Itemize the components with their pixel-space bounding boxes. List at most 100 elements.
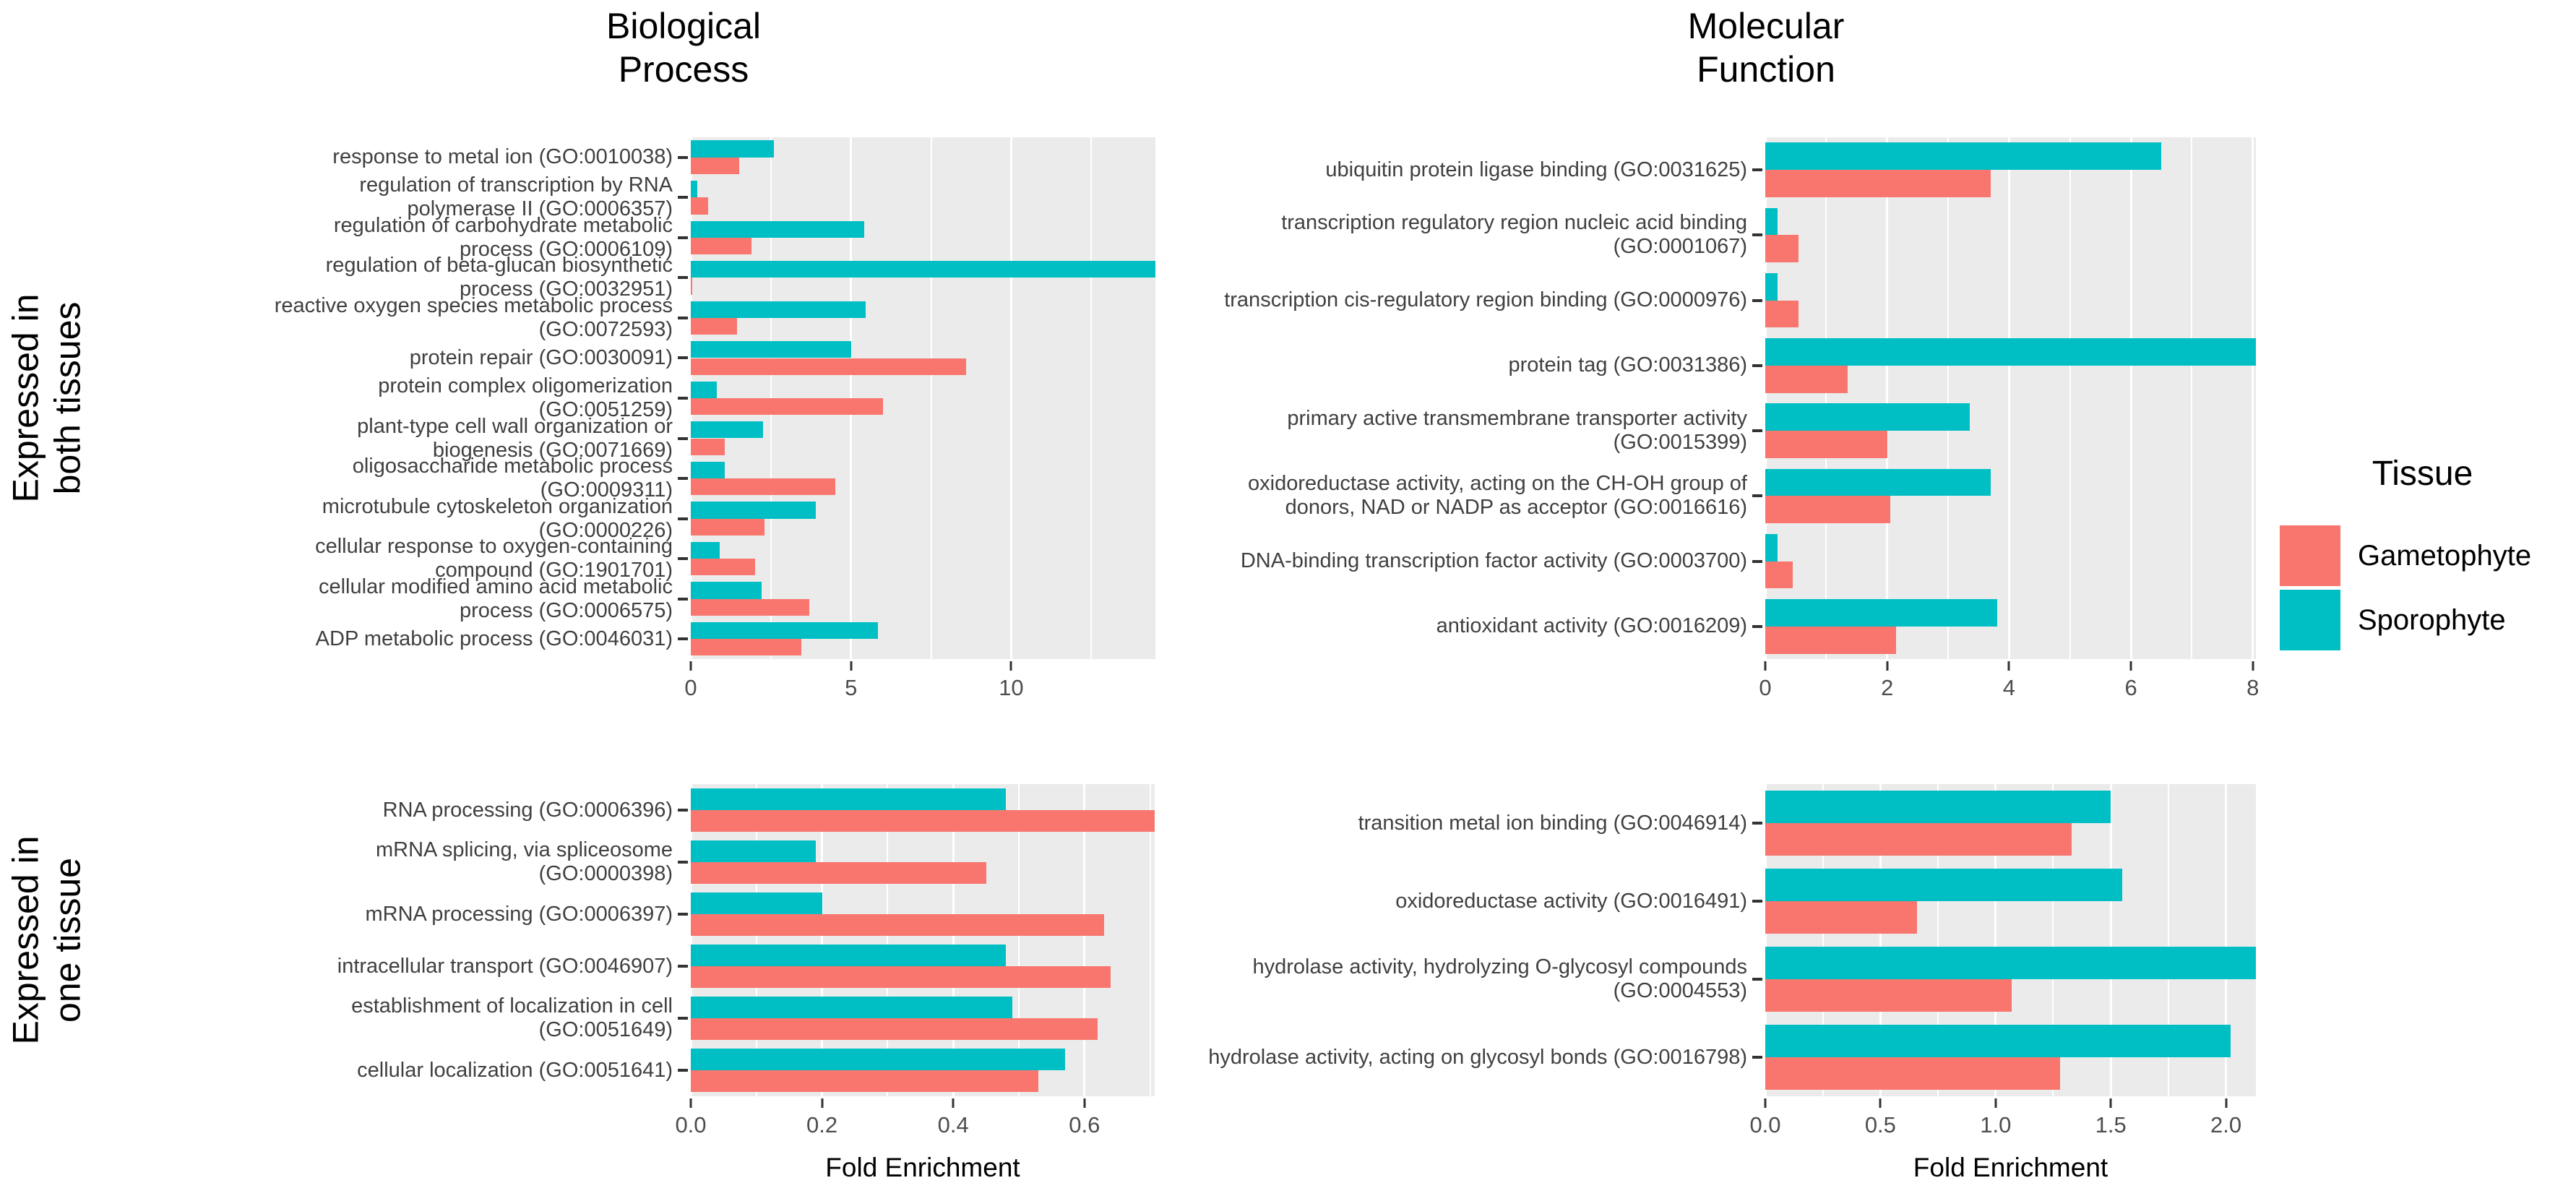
bar-gametophyte bbox=[691, 398, 884, 416]
x-axis-tick bbox=[1886, 661, 1889, 671]
bar-sporophyte bbox=[691, 220, 864, 238]
x-axis-tick bbox=[1764, 1098, 1767, 1108]
major-gridline bbox=[2109, 784, 2112, 1096]
bar-gametophyte bbox=[1765, 300, 1799, 328]
row-strip-line: one tissue bbox=[48, 858, 89, 1023]
plot-panel-mf_one bbox=[1765, 784, 2256, 1096]
category-tick bbox=[678, 316, 688, 319]
x-axis-tick bbox=[1879, 1098, 1882, 1108]
x-axis-tick-label: 0.5 bbox=[1864, 1112, 1896, 1137]
category-tick bbox=[678, 637, 688, 641]
bar-sporophyte bbox=[1765, 403, 1970, 431]
major-gridline bbox=[1879, 784, 1882, 1096]
bar-gametophyte bbox=[1765, 626, 1897, 654]
x-axis-tick-label: 10 bbox=[999, 675, 1024, 700]
x-axis-tick bbox=[1009, 661, 1012, 671]
category-row: cellular localization (GO:0051641) bbox=[267, 1044, 688, 1096]
category-row: transcription regulatory region nucleic … bbox=[1192, 202, 1762, 267]
bar-gametophyte bbox=[691, 862, 986, 885]
category-label: establishment of localization in cell (G… bbox=[351, 994, 673, 1041]
category-tick bbox=[678, 913, 688, 916]
category-label: cellular localization (GO:0051641) bbox=[357, 1058, 673, 1082]
bar-sporophyte bbox=[691, 621, 879, 640]
bar-gametophyte bbox=[691, 438, 725, 455]
category-label: protein tag (GO:0031386) bbox=[1508, 353, 1747, 377]
bar-sporophyte bbox=[1765, 468, 1991, 496]
x-axis-tick-label: 2 bbox=[1881, 675, 1894, 700]
category-labels-mf_one: transition metal ion binding (GO:0046914… bbox=[1192, 784, 1762, 1096]
bar-gametophyte bbox=[1765, 823, 2072, 856]
category-row: transition metal ion binding (GO:0046914… bbox=[1192, 784, 1762, 862]
bar-sporophyte bbox=[691, 1048, 1065, 1070]
minor-gridline bbox=[2069, 137, 2071, 659]
x-axis-tick bbox=[689, 661, 692, 671]
major-gridline bbox=[1765, 784, 1767, 1096]
x-axis-tick bbox=[2129, 661, 2132, 671]
bar-sporophyte bbox=[691, 140, 775, 158]
category-tick bbox=[1752, 559, 1762, 563]
category-row: response to metal ion (GO:0010038) bbox=[267, 137, 688, 178]
column-title-molecular-function: Molecular Function bbox=[1477, 4, 2055, 91]
category-row: cellular response to oxygen-containing c… bbox=[267, 535, 688, 582]
bar-gametophyte bbox=[691, 639, 801, 656]
x-axis-tick bbox=[2007, 661, 2010, 671]
category-label: transition metal ion binding (GO:0046914… bbox=[1358, 811, 1747, 835]
x-axis-tick-label: 1.5 bbox=[2095, 1112, 2127, 1137]
bar-sporophyte bbox=[1765, 599, 1997, 627]
x-axis-tick bbox=[689, 1098, 692, 1108]
bar-gametophyte bbox=[1765, 365, 1848, 393]
category-row: DNA-binding transcription factor activit… bbox=[1192, 529, 1762, 594]
category-tick bbox=[678, 557, 688, 561]
minor-gridline bbox=[1090, 137, 1093, 659]
category-row: oligosaccharide metabolic process (GO:00… bbox=[267, 455, 688, 502]
major-gridline bbox=[2007, 137, 2010, 659]
legend-label: Sporophyte bbox=[2358, 603, 2506, 636]
x-axis-title: Fold Enrichment bbox=[1913, 1153, 2108, 1182]
bar-gametophyte bbox=[1765, 901, 1918, 934]
category-tick bbox=[1752, 168, 1762, 172]
x-axis-tick bbox=[2252, 661, 2254, 671]
row-strip-expressed-both: Expressed in both tissues bbox=[0, 137, 94, 659]
bar-gametophyte bbox=[691, 358, 967, 375]
category-label: microtubule cytoskeleton organization (G… bbox=[322, 494, 673, 542]
bar-sporophyte bbox=[691, 944, 1006, 966]
category-tick bbox=[1752, 363, 1762, 367]
column-title-biological-process: Biological Process bbox=[395, 4, 973, 91]
category-row: RNA processing (GO:0006396) bbox=[267, 784, 688, 836]
plot-panel-bp_both bbox=[691, 137, 1155, 659]
major-gridline bbox=[2252, 137, 2254, 659]
bar-gametophyte bbox=[691, 197, 709, 215]
x-axis-tick-label: 0 bbox=[684, 675, 697, 700]
category-label: hydrolase activity, hydrolyzing O-glycos… bbox=[1252, 955, 1747, 1002]
category-label: oligosaccharide metabolic process (GO:00… bbox=[352, 455, 673, 502]
category-tick bbox=[678, 597, 688, 601]
category-label: protein complex oligomerization (GO:0051… bbox=[378, 374, 673, 421]
category-tick bbox=[678, 356, 688, 360]
x-axis-tick bbox=[1083, 1098, 1086, 1108]
bar-gametophyte bbox=[691, 559, 755, 576]
bar-gametophyte bbox=[691, 966, 1111, 989]
x-axis-tick-label: 0.4 bbox=[937, 1112, 969, 1137]
category-label: oxidoreductase activity (GO:0016491) bbox=[1395, 889, 1747, 913]
category-tick bbox=[1752, 900, 1762, 903]
x-axis-tick-label: 8 bbox=[2247, 675, 2260, 700]
category-label: ubiquitin protein ligase binding (GO:003… bbox=[1325, 158, 1747, 181]
category-row: antioxidant activity (GO:0016209) bbox=[1192, 594, 1762, 659]
legend-title: Tissue bbox=[2372, 455, 2473, 493]
category-label: transcription regulatory region nucleic … bbox=[1281, 211, 1747, 259]
category-row: mRNA processing (GO:0006397) bbox=[267, 888, 688, 940]
category-tick bbox=[678, 1069, 688, 1072]
category-label: intracellular transport (GO:0046907) bbox=[337, 954, 673, 978]
x-axis-tick-label: 4 bbox=[2002, 675, 2016, 700]
plot-panel-bp_one bbox=[691, 784, 1155, 1096]
legend-item-sporophyte: Sporophyte bbox=[2269, 590, 2576, 650]
minor-gridline bbox=[2191, 137, 2193, 659]
category-label: cellular response to oxygen-containing c… bbox=[315, 535, 673, 582]
major-gridline bbox=[952, 784, 955, 1096]
category-row: establishment of localization in cell (G… bbox=[267, 992, 688, 1044]
bar-sporophyte bbox=[691, 502, 816, 519]
x-axis-tick-label: 5 bbox=[845, 675, 858, 700]
row-strip-line: Expressed in bbox=[6, 293, 47, 503]
major-gridline bbox=[1083, 784, 1086, 1096]
category-tick bbox=[678, 965, 688, 968]
